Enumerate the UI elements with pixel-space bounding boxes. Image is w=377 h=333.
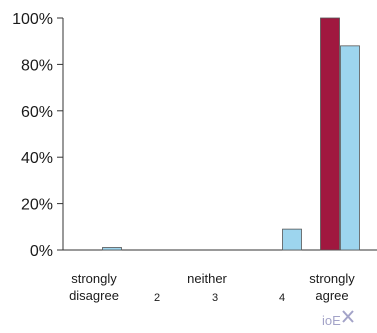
category-label-line1: strongly [71,271,117,286]
bar-series2-cat-5 [340,45,360,251]
category-label-line2: 3 [212,292,218,304]
category-label-line2: disagree [69,288,119,303]
y-tick-label: 100% [12,11,53,28]
bar-series1-cat-5 [320,17,340,251]
bar-series2-cat-4 [282,228,302,251]
category-label-line1: strongly [309,271,355,286]
watermark-logo: ioE [322,310,354,328]
x-axis-categories: strongly disagree 2 neither 3 4 strongly agree [69,271,355,304]
category-label-line2: 2 [154,292,160,304]
bar-series2-cat-1 [102,247,122,251]
y-tick-label: 40% [21,150,53,167]
category-label-line2: 4 [279,292,285,304]
watermark-x-icon [342,310,354,323]
y-axis-ticks: 0% 20% 40% 60% 80% 100% [12,11,63,260]
chart-bars [102,17,360,251]
y-tick-label: 80% [21,57,53,74]
watermark-text: ioE [322,313,341,328]
y-tick-label: 20% [21,197,53,214]
y-tick-label: 0% [30,243,53,260]
category-label-line1: neither [187,271,227,286]
y-tick-label: 60% [21,104,53,121]
category-label-line2: agree [315,288,348,303]
